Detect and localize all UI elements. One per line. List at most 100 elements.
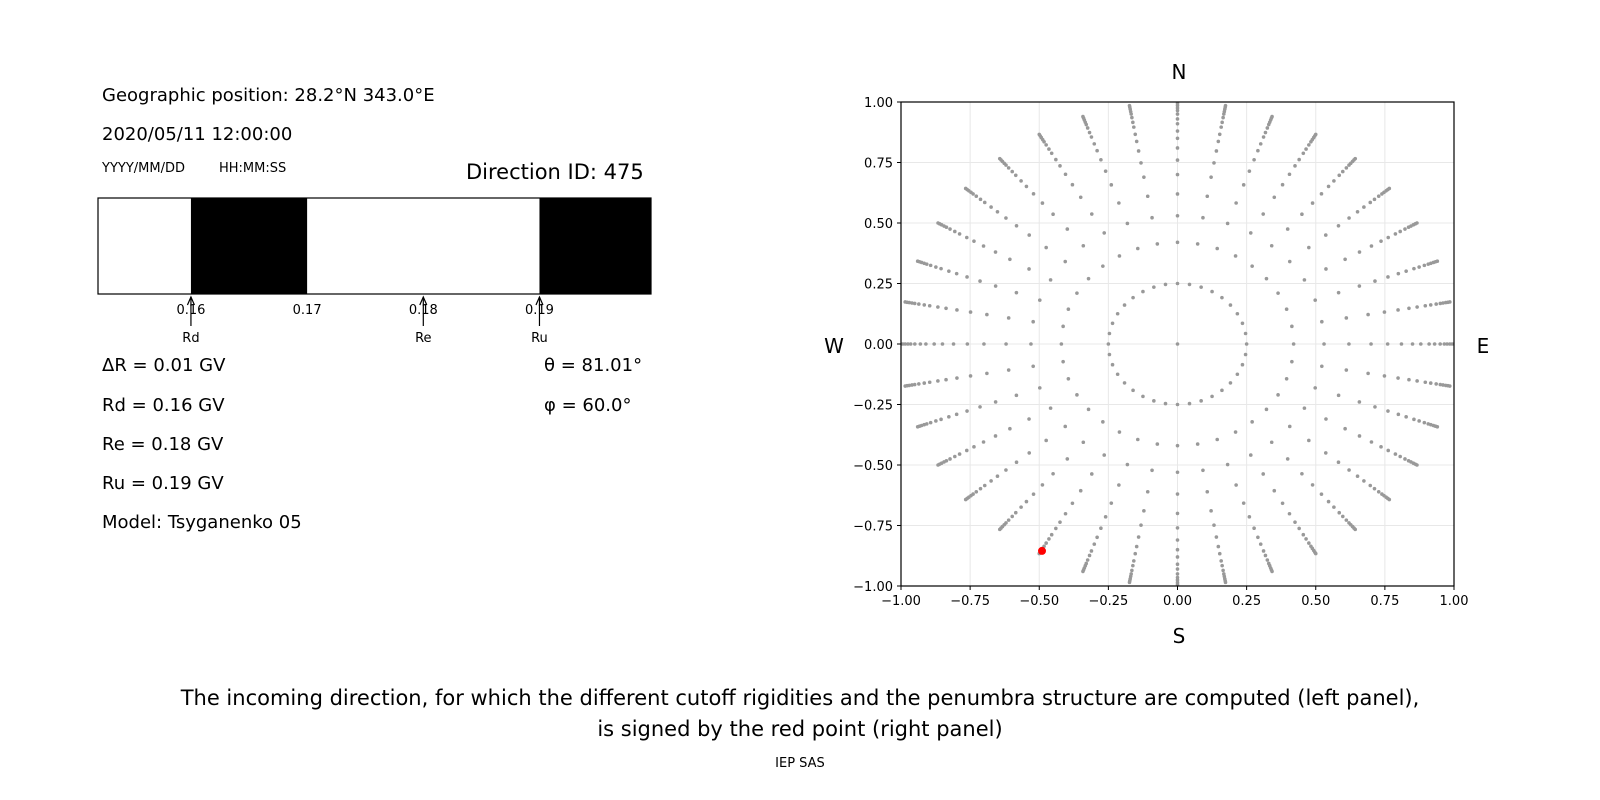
grid-point	[1086, 276, 1091, 281]
grid-point	[1107, 352, 1112, 357]
grid-point	[1386, 275, 1390, 279]
grid-point	[1235, 311, 1240, 316]
grid-point	[1221, 568, 1225, 573]
grid-point	[1075, 393, 1079, 397]
grid-point	[1037, 298, 1042, 302]
grid-point	[1297, 157, 1301, 162]
grid-point	[1228, 303, 1233, 307]
grid-point	[1134, 544, 1139, 549]
grid-point	[1006, 518, 1011, 522]
grid-point	[1210, 394, 1214, 399]
grid-point	[1415, 221, 1419, 225]
grid-point	[908, 342, 913, 346]
grid-point	[1054, 526, 1058, 531]
grid-point	[1175, 555, 1180, 559]
grid-point	[1313, 551, 1318, 556]
grid-point	[1355, 474, 1360, 479]
grid-point	[1127, 103, 1132, 108]
rd-value: Rd = 0.16 GV	[102, 395, 225, 416]
grid-point	[963, 497, 968, 502]
grid-point	[1008, 426, 1012, 431]
x-tick-label: −1.00	[881, 594, 921, 609]
grid-point	[1058, 520, 1062, 524]
grid-point	[1095, 535, 1099, 540]
grid-point	[1225, 221, 1230, 226]
grid-point	[1209, 509, 1213, 513]
grid-point	[1307, 541, 1311, 545]
ru-value: Ru = 0.19 GV	[102, 473, 224, 494]
grid-point	[1422, 263, 1427, 268]
grid-point	[1398, 454, 1402, 459]
grid-point	[1234, 483, 1238, 487]
grid-point	[1117, 430, 1122, 434]
grid-point	[1403, 227, 1407, 231]
grid-point	[1014, 393, 1019, 398]
grid-point	[936, 379, 940, 383]
grid-point	[1134, 139, 1139, 144]
grid-point	[1019, 505, 1023, 509]
grid-point	[1078, 488, 1083, 493]
grid-point	[1270, 114, 1274, 119]
grid-point	[1415, 463, 1419, 467]
grid-point	[1066, 307, 1071, 312]
grid-point	[1403, 457, 1407, 461]
grid-point	[1220, 388, 1224, 393]
grid-point	[1369, 342, 1373, 346]
grid-point	[1131, 388, 1135, 393]
grid-point	[1276, 393, 1280, 397]
grid-point	[1252, 158, 1256, 162]
grid-point	[1205, 194, 1210, 199]
grid-point	[1110, 362, 1115, 367]
grid-point	[993, 250, 998, 254]
grid-point	[997, 527, 1002, 532]
grid-point	[1379, 239, 1383, 243]
grid-point	[1014, 223, 1019, 228]
grid-point	[928, 263, 933, 268]
grid-point	[1307, 245, 1311, 250]
grid-point	[1233, 430, 1238, 434]
grid-point	[1031, 364, 1035, 369]
grid-point	[1175, 121, 1180, 126]
grid-point	[1155, 442, 1160, 446]
grid-point	[1447, 300, 1452, 304]
grid-point	[1353, 527, 1358, 532]
grid-point	[1175, 117, 1180, 121]
grid-point	[1407, 306, 1411, 311]
grid-point	[1344, 368, 1349, 372]
grid-point	[1175, 281, 1180, 286]
grid-point	[1063, 259, 1068, 264]
grid-point	[903, 384, 908, 388]
x-tick-label: 1.00	[1440, 594, 1469, 609]
grid-point	[985, 312, 989, 317]
grid-point	[965, 342, 970, 346]
grid-point	[1175, 443, 1180, 448]
grid-point	[1209, 175, 1213, 179]
grid-point	[1044, 541, 1048, 545]
compass-west: W	[824, 334, 844, 358]
grid-point	[1115, 311, 1120, 316]
grid-point	[1145, 489, 1150, 494]
grid-point	[1117, 483, 1121, 487]
grid-point	[1004, 216, 1008, 220]
grid-point	[1442, 342, 1447, 346]
grid-point	[1070, 501, 1075, 506]
grid-point	[1241, 183, 1246, 187]
grid-point	[1215, 246, 1220, 251]
grid-point	[1343, 426, 1347, 431]
grid-point	[1061, 324, 1065, 329]
marker-label-rd: Rd	[182, 331, 199, 346]
grid-point	[1115, 372, 1120, 377]
grid-point	[936, 463, 940, 467]
grid-point	[1344, 518, 1349, 522]
grid-point	[1319, 492, 1324, 496]
compass-south: S	[1173, 624, 1186, 648]
grid-point	[1382, 310, 1387, 314]
forbidden-segment	[190, 198, 308, 294]
grid-point	[1355, 209, 1360, 214]
grid-point	[1243, 352, 1248, 357]
grid-point	[1432, 342, 1437, 346]
grid-point	[1135, 246, 1140, 251]
grid-point	[1133, 132, 1138, 137]
grid-point	[1300, 471, 1304, 476]
grid-point	[1376, 489, 1381, 494]
